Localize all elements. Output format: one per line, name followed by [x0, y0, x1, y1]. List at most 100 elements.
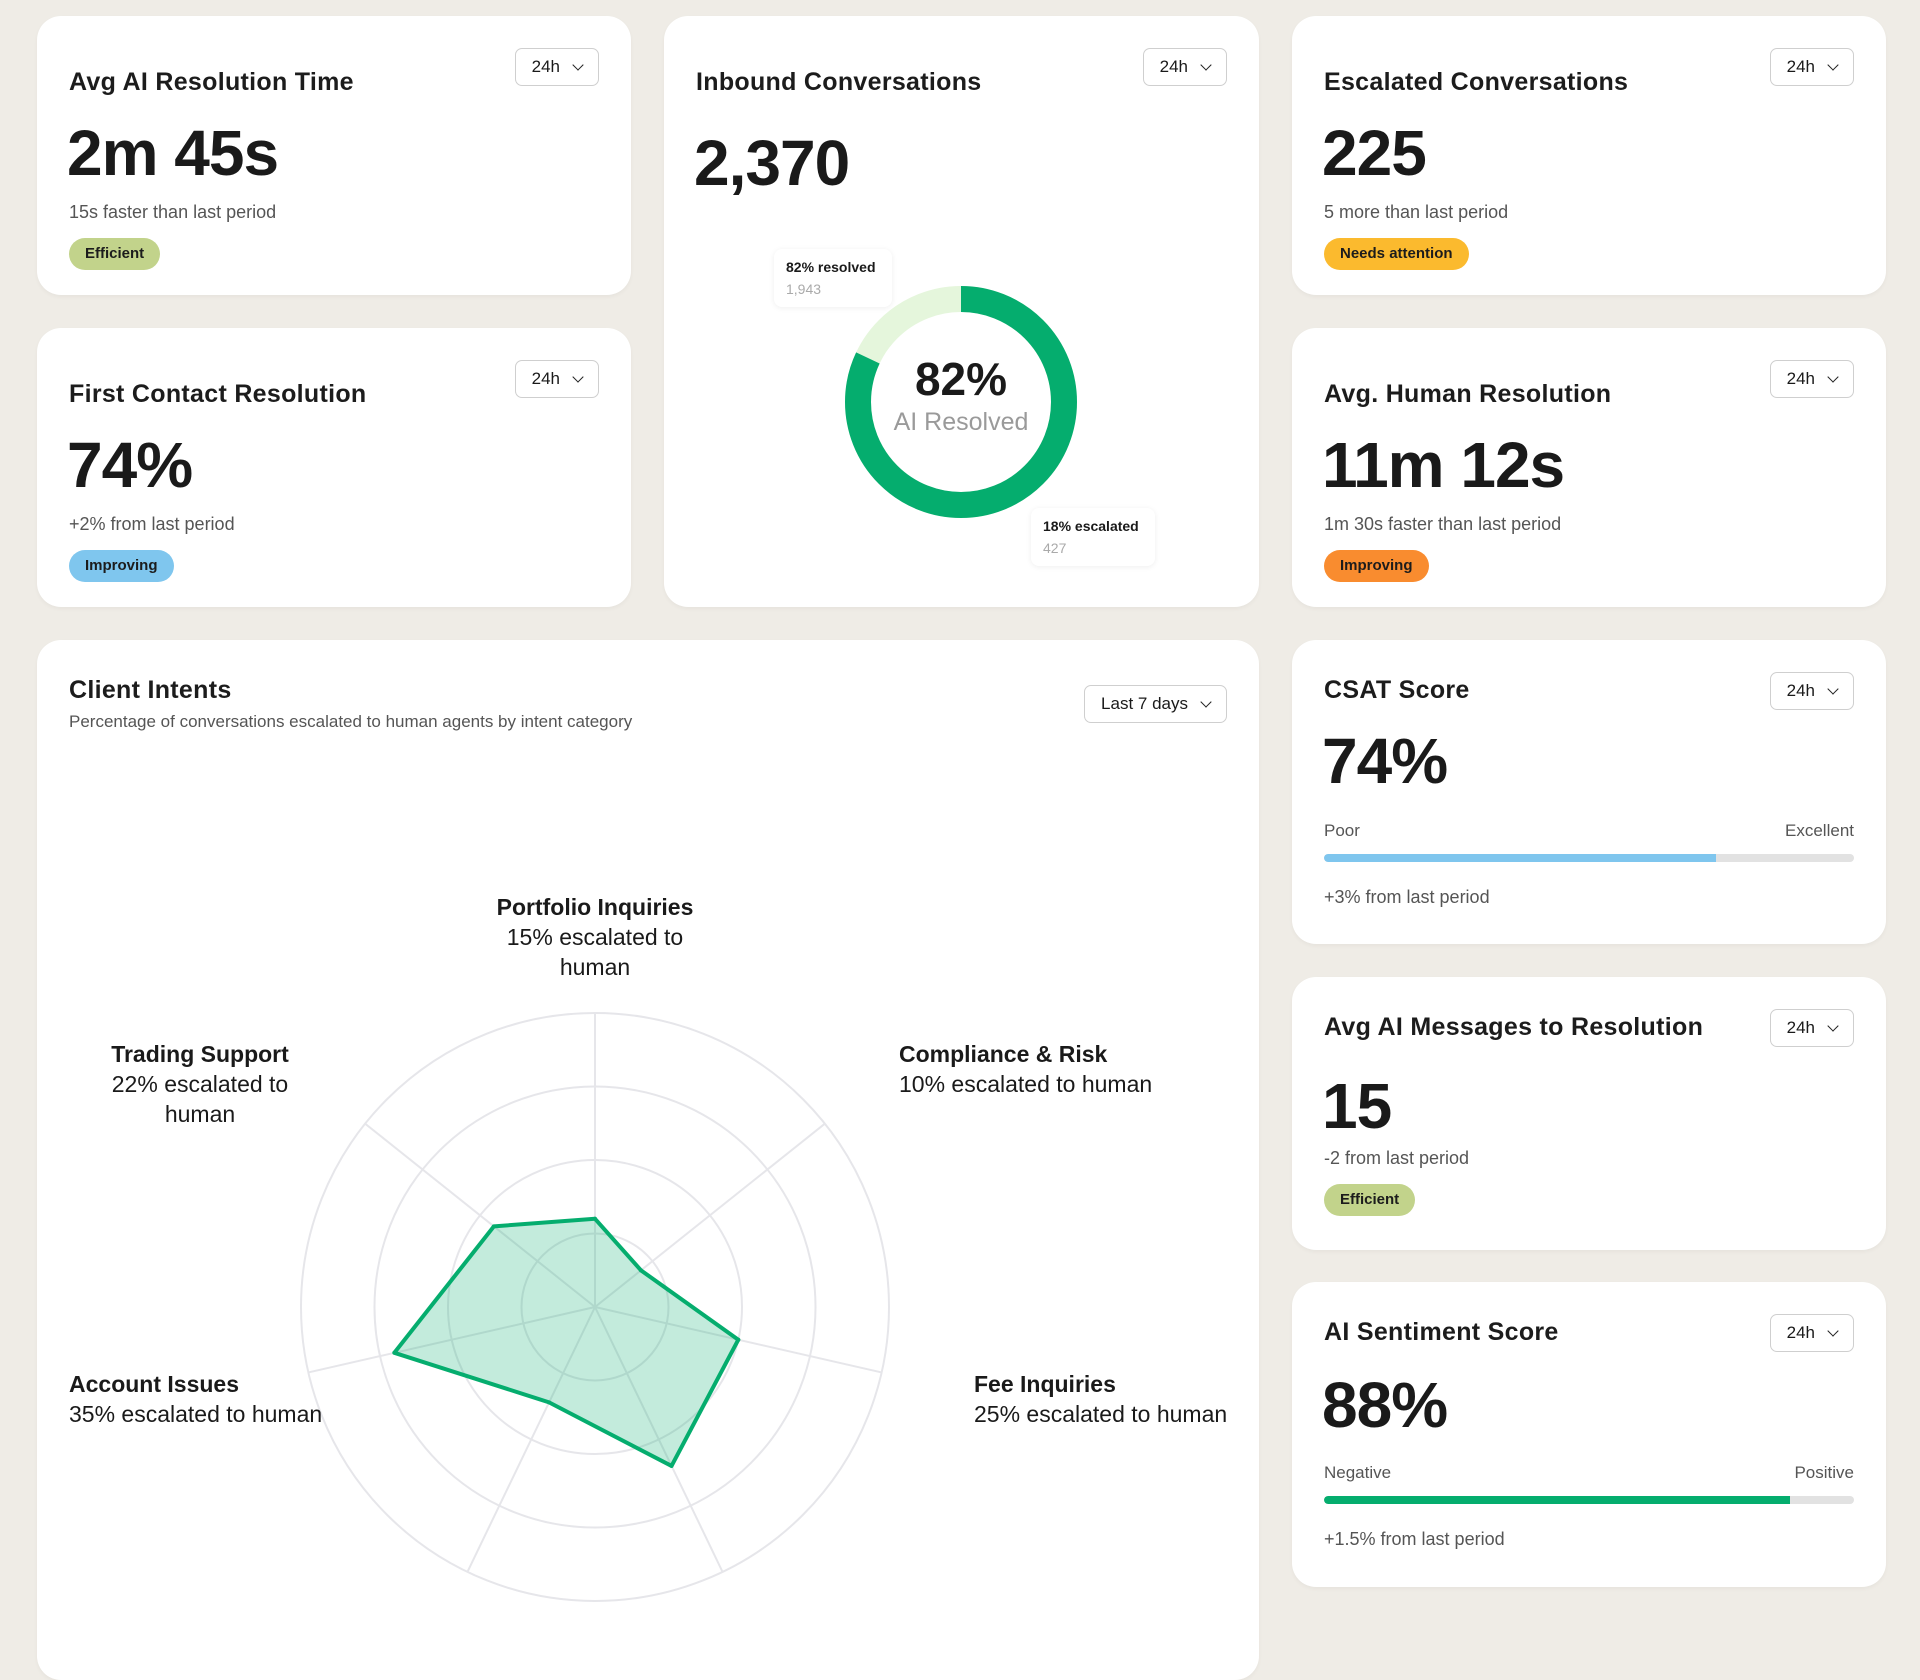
period-dropdown[interactable]: 24h: [1769, 1314, 1854, 1352]
status-badge: Efficient: [69, 238, 161, 270]
donut-center-label: AI Resolved: [893, 408, 1029, 436]
metric-delta: +3% from last period: [1324, 887, 1490, 907]
csat-progress-fill: [1324, 854, 1717, 862]
bar-low-label: Poor: [1324, 821, 1360, 840]
period-dropdown[interactable]: 24h: [1142, 48, 1227, 86]
metric-value: 74%: [67, 429, 193, 501]
radar-series-area: [392, 1216, 741, 1468]
period-dropdown[interactable]: 24h: [1769, 48, 1854, 86]
axis-label: Compliance & Risk: [899, 1041, 1108, 1067]
status-badge: Improving: [69, 550, 174, 582]
escalated-count: 427: [1043, 540, 1067, 556]
radar-label-fee: Fee Inquiries 25% escalated to human: [974, 1369, 1227, 1429]
card-ai-sentiment-score: AI Sentiment Score 24h 88% Negative Posit…: [1292, 1282, 1886, 1587]
metric-delta: 1m 30s faster than last period: [1324, 514, 1562, 534]
resolved-count: 1,943: [786, 281, 822, 297]
radar-axis-line: [594, 1306, 724, 1573]
escalated-tooltip: 18% escalated 427: [1031, 508, 1155, 566]
radar-axis-line: [364, 1122, 596, 1308]
period-value: 24h: [531, 57, 560, 76]
period-dropdown[interactable]: Last 7 days: [1084, 685, 1227, 723]
resolved-label: 82% resolved: [786, 259, 876, 275]
radar-axis-line: [594, 1122, 826, 1308]
card-inbound-conversations: Inbound Conversations 24h 2,370 82% AI R…: [664, 16, 1259, 607]
chevron-down-icon: [572, 59, 584, 71]
status-badge: Efficient: [1324, 1184, 1416, 1216]
card-title: Avg AI Resolution Time: [69, 68, 354, 96]
radar-data-point: [736, 1337, 741, 1342]
status-badge: Improving: [1324, 550, 1429, 582]
chevron-down-icon: [1827, 59, 1839, 71]
period-value: Last 7 days: [1101, 694, 1188, 713]
csat-progress-bar: [1324, 854, 1854, 862]
donut-center-value: 82%: [914, 353, 1008, 405]
metric-value: 11m 12s: [1322, 429, 1565, 501]
bar-high-label: Excellent: [1785, 821, 1854, 840]
card-title: Avg. Human Resolution: [1324, 380, 1612, 408]
radar-data-point: [638, 1268, 643, 1273]
sentiment-progress-bar: [1324, 1496, 1854, 1504]
radar-data-point: [392, 1350, 397, 1355]
escalated-label: 18% escalated: [1043, 518, 1139, 534]
metric-value: 2,370: [694, 127, 850, 199]
axis-note: 10% escalated to human: [899, 1071, 1153, 1097]
axis-label: Trading Support: [111, 1041, 289, 1067]
chevron-down-icon: [1827, 683, 1839, 695]
axis-label: Portfolio Inquiries: [496, 894, 694, 920]
period-dropdown[interactable]: 24h: [1769, 360, 1854, 398]
axis-label: Account Issues: [69, 1371, 239, 1397]
axis-note: 35% escalated to human: [69, 1401, 323, 1427]
chevron-down-icon: [1200, 59, 1212, 71]
axis-note: 15% escalated to human: [506, 924, 684, 980]
period-value: 24h: [1159, 57, 1188, 76]
period-value: 24h: [1786, 1018, 1815, 1037]
metric-delta: -2 from last period: [1324, 1148, 1470, 1168]
radar-label-trading: Trading Support 22% escalated to human: [80, 1039, 320, 1129]
axis-note: 25% escalated to human: [974, 1401, 1228, 1427]
card-avg-ai-messages: Avg AI Messages to Resolution 24h 15 -2 …: [1292, 977, 1886, 1250]
period-dropdown[interactable]: 24h: [1769, 672, 1854, 710]
period-dropdown[interactable]: 24h: [1769, 1009, 1854, 1047]
card-title: Client Intents: [69, 676, 232, 704]
period-value: 24h: [1786, 369, 1815, 388]
axis-label: Fee Inquiries: [974, 1371, 1116, 1397]
metric-delta: +2% from last period: [69, 514, 235, 534]
card-title: CSAT Score: [1324, 676, 1470, 704]
period-value: 24h: [1786, 681, 1815, 700]
period-dropdown[interactable]: 24h: [514, 48, 599, 86]
chevron-down-icon: [1827, 1020, 1839, 1032]
metric-value: 2m 45s: [67, 117, 279, 189]
resolved-tooltip: 82% resolved 1,943: [774, 249, 892, 307]
card-title: Inbound Conversations: [696, 68, 982, 96]
card-escalated-conversations: Escalated Conversations 24h 225 5 more t…: [1292, 16, 1886, 295]
chevron-down-icon: [572, 371, 584, 383]
period-value: 24h: [1786, 1323, 1815, 1342]
metric-delta: +1.5% from last period: [1324, 1529, 1505, 1549]
radar-label-account: Account Issues 35% escalated to human: [69, 1369, 322, 1429]
radar-data-point: [593, 1216, 597, 1221]
radar-axis-line: [466, 1306, 596, 1573]
period-value: 24h: [531, 369, 560, 388]
status-badge: Needs attention: [1324, 238, 1469, 270]
period-dropdown[interactable]: 24h: [514, 360, 599, 398]
card-csat-score: CSAT Score 24h 74% Poor Excellent +3% fro…: [1292, 640, 1886, 944]
card-first-contact-resolution: First Contact Resolution 24h 74% +2% fro…: [37, 328, 631, 607]
card-avg-ai-resolution-time: Avg AI Resolution Time 24h 2m 45s 15s fa…: [37, 16, 631, 295]
radar-axis-line: [308, 1306, 596, 1374]
radar-label-portfolio: Portfolio Inquiries 15% escalated to huma…: [475, 892, 715, 982]
radar-data-point: [491, 1224, 496, 1229]
radar-data-point: [669, 1463, 674, 1468]
radar-data-point: [547, 1400, 552, 1405]
card-subtitle: Percentage of conversations escalated to…: [69, 712, 633, 731]
metric-value: 88%: [1322, 1369, 1448, 1441]
chevron-down-icon: [1827, 1325, 1839, 1337]
radar-label-compliance: Compliance & Risk 10% escalated to human: [899, 1039, 1152, 1099]
resolution-donut-chart: [845, 286, 1077, 518]
sentiment-progress-fill: [1324, 1496, 1791, 1504]
card-title: AI Sentiment Score: [1324, 1318, 1559, 1346]
bar-low-label: Negative: [1324, 1463, 1392, 1482]
card-client-intents: Client Intents Percentage of conversatio…: [37, 640, 1259, 1680]
card-title: Avg AI Messages to Resolution: [1324, 1013, 1704, 1041]
metric-value: 15: [1322, 1070, 1392, 1142]
metric-delta: 15s faster than last period: [69, 202, 277, 222]
